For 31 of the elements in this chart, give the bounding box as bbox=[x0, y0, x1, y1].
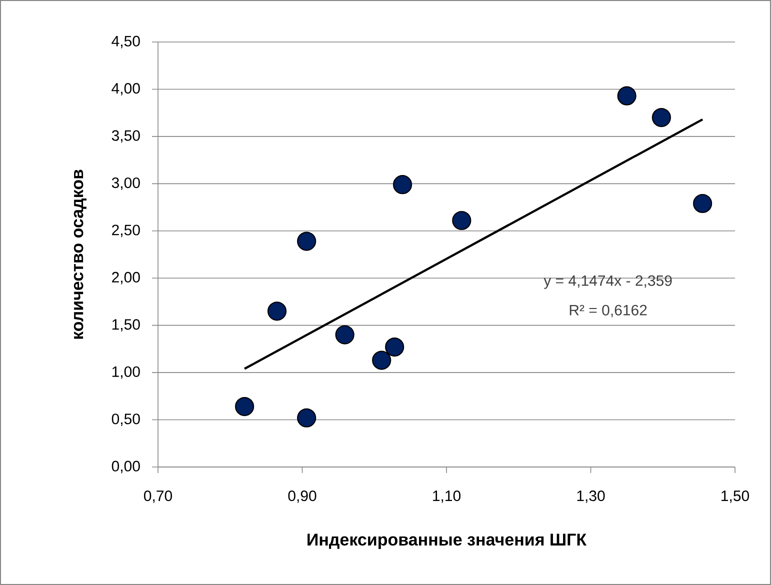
point bbox=[617, 86, 636, 106]
point bbox=[652, 108, 671, 128]
point bbox=[372, 350, 392, 370]
y-tick-label: 0,50 bbox=[112, 414, 140, 426]
point bbox=[297, 232, 316, 251]
x-axis-title: Индексированные значения ШГК bbox=[308, 534, 587, 549]
x-tick-label: 1,10 bbox=[433, 490, 461, 503]
y-tick-label: 3,00 bbox=[112, 177, 140, 190]
point bbox=[693, 194, 712, 214]
point bbox=[297, 408, 316, 428]
y-tick-label: 4,50 bbox=[112, 36, 140, 48]
point bbox=[385, 338, 404, 357]
annotation: R² = 0,6162 bbox=[570, 304, 647, 318]
annotation: y = 4,1474x - 2,359 bbox=[544, 275, 672, 289]
point bbox=[235, 397, 254, 416]
x-tick-label: 1,50 bbox=[722, 490, 750, 503]
y-tick-label: 3,50 bbox=[112, 130, 140, 143]
point bbox=[267, 302, 287, 321]
y-tick-label: 2,50 bbox=[112, 224, 140, 238]
x-tick-label: 0,90 bbox=[288, 490, 316, 503]
x-tick-label: 1,30 bbox=[577, 490, 605, 503]
point bbox=[452, 210, 472, 230]
y-tick-label: 2,00 bbox=[112, 272, 140, 284]
y-axis-title: количество осадков bbox=[74, 170, 86, 339]
y-tick-label: 1,50 bbox=[112, 319, 140, 332]
point bbox=[392, 175, 412, 194]
x-tick-label: 0,70 bbox=[144, 490, 172, 503]
y-tick-label: 1,00 bbox=[112, 366, 140, 379]
y-tick-label: 0,00 bbox=[112, 460, 140, 474]
point bbox=[335, 325, 354, 344]
y-tick-label: 4,00 bbox=[112, 83, 140, 96]
